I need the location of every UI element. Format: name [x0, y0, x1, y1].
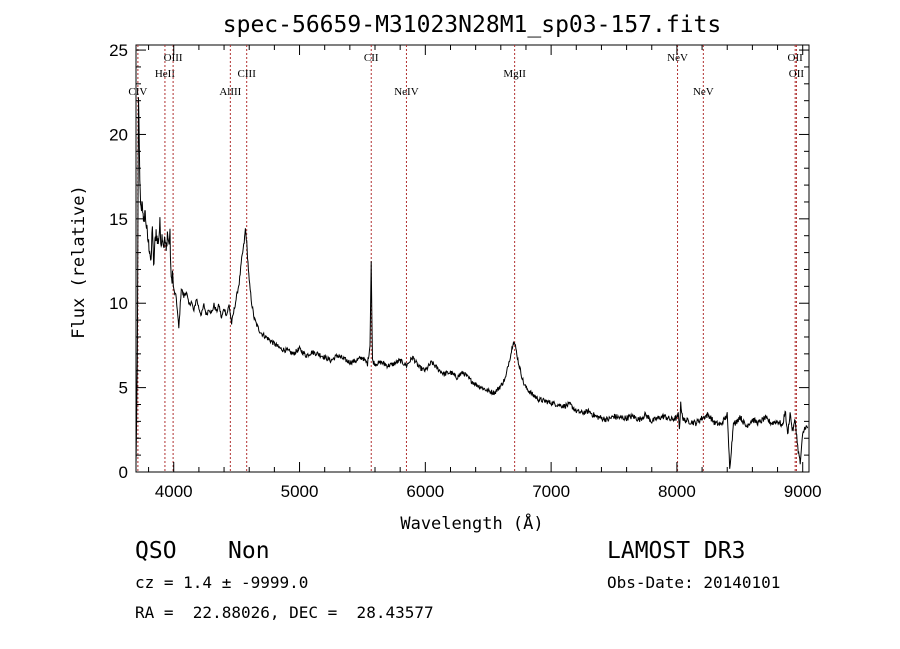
y-tick-label-0: 0: [119, 463, 128, 482]
line-label-5: CII: [364, 52, 379, 64]
chart-title: spec-56659-M31023N28M1_sp03-157.fits: [223, 12, 722, 38]
observation-date: Obs-Date: 20140101: [607, 573, 781, 592]
line-label-2: OIII: [164, 52, 183, 64]
x-tick-label-2: 6000: [406, 482, 444, 501]
line-label-1: HeII: [155, 68, 175, 80]
x-tick-label-5: 9000: [784, 482, 822, 501]
survey-name: LAMOST DR3: [607, 538, 746, 564]
line-label-8: NeV: [667, 52, 688, 64]
line-label-4: CIII: [238, 68, 257, 80]
x-tick-label-4: 8000: [658, 482, 696, 501]
x-tick-label-3: 7000: [532, 482, 570, 501]
y-tick-label-5: 25: [109, 41, 128, 60]
y-tick-label-1: 5: [119, 379, 128, 398]
y-tick-label-2: 10: [109, 294, 128, 313]
line-label-0: CIV: [128, 86, 147, 98]
line-label-7: MgII: [503, 68, 526, 80]
redshift-cz: cz = 1.4 ± -9999.0: [135, 573, 309, 592]
line-label-3: AlIII: [219, 86, 241, 98]
y-tick-label-4: 20: [109, 125, 128, 144]
x-tick-label-0: 4000: [155, 482, 193, 501]
x-tick-label-1: 5000: [281, 482, 319, 501]
object-class: QSO: [135, 538, 177, 564]
line-label-11: OII: [789, 68, 805, 80]
spectrum-line: [136, 97, 809, 469]
plot-frame: [135, 44, 810, 473]
line-label-10: OII: [788, 52, 804, 64]
object-subclass: Non: [228, 538, 270, 564]
y-axis-label: Flux (relative): [69, 185, 89, 339]
x-axis-label: Wavelength (Å): [400, 512, 543, 534]
line-label-6: NeIV: [394, 86, 418, 98]
coordinates: RA = 22.88026, DEC = 28.43577: [135, 603, 434, 622]
plot-area: CIV HeII OIII AlIII CIII CII NeIV MgII NeV NeV OII…: [109, 41, 822, 501]
y-tick-label-3: 15: [109, 210, 128, 229]
line-label-9: NeV: [693, 86, 714, 98]
